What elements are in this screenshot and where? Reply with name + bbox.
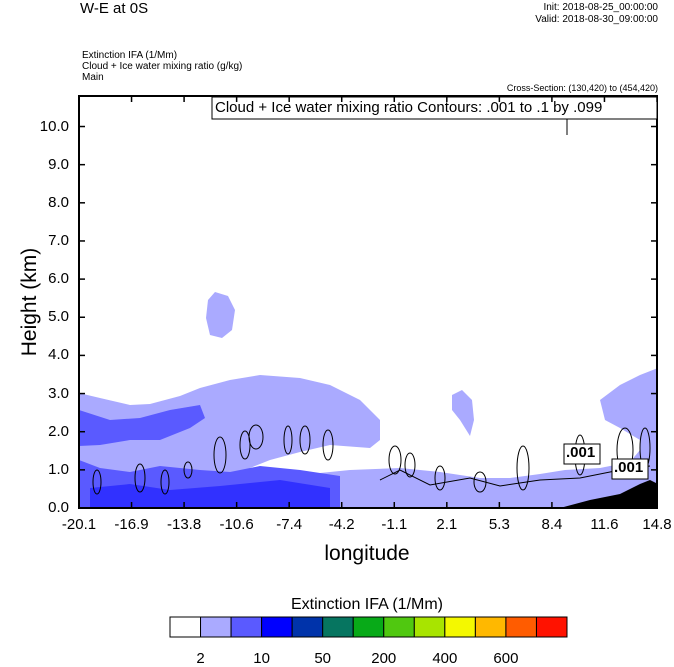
- x-tick-label: -4.2: [328, 516, 355, 533]
- terrain: [560, 480, 657, 508]
- contour-label: .001: [566, 444, 596, 461]
- colorbar-swatch: [505, 616, 537, 638]
- fill-light-upper: [206, 292, 235, 338]
- cross-section-label: Cross-Section: (130,420) to (454,420): [506, 83, 658, 93]
- y-tick-label: 9.0: [48, 155, 69, 173]
- contour-info: Cloud + Ice water mixing ratio Contours:…: [215, 99, 603, 116]
- colorbar-swatch: [200, 616, 232, 638]
- colorbar-label: 600: [493, 650, 519, 667]
- colorbar-swatch: [291, 616, 324, 638]
- init-time: Init: 2018-08-25_00:00:00: [543, 2, 658, 13]
- chart-title: W-E at 0S: [80, 0, 149, 17]
- colorbar-swatch: [352, 616, 385, 638]
- x-tick-label: -10.6: [219, 516, 254, 533]
- colorbar-label: 200: [371, 650, 397, 667]
- x-tick-label: 5.3: [488, 516, 510, 533]
- y-tick-label: 4.0: [48, 346, 69, 364]
- axes: [78, 96, 658, 509]
- colorbar-swatch: [230, 616, 263, 638]
- fill-level-blue: [90, 480, 330, 508]
- subtitle-main: Main: [82, 72, 104, 83]
- x-tick-label: -1.1: [381, 516, 408, 533]
- fill-light-patch: [452, 390, 474, 436]
- y-tick-label: 5.0: [48, 308, 69, 326]
- x-tick-label: 2.1: [436, 516, 458, 533]
- colorbar-swatch: [444, 616, 476, 638]
- y-tick-label: 3.0: [48, 384, 69, 402]
- plot-frame: [78, 95, 658, 509]
- colorbar-swatch: [261, 616, 293, 638]
- y-tick-label: 2.0: [48, 422, 69, 440]
- colorbar-title: Extinction IFA (1/Mm): [290, 596, 444, 613]
- x-tick-label: 11.6: [590, 516, 619, 533]
- x-tick-label: -16.9: [114, 516, 149, 533]
- subtitle-cloud: Cloud + Ice water mixing ratio (g/kg): [82, 61, 243, 72]
- contours: [92, 118, 651, 495]
- subtitle-extinction: Extinction IFA (1/Mm): [82, 50, 178, 61]
- colorbar-label: 2: [196, 650, 205, 667]
- contour-label-boxes: [563, 443, 649, 480]
- fill-level-medium: [79, 405, 340, 508]
- fill-light-right: [600, 368, 657, 440]
- colorbar-swatch: [322, 616, 354, 638]
- x-tick-label: 8.4: [541, 516, 563, 533]
- colorbar-label: 10: [253, 650, 270, 667]
- y-tick-label: 7.0: [48, 231, 69, 249]
- y-axis-label: Height (km): [18, 247, 41, 357]
- colorbar: [169, 616, 568, 638]
- colorbar-swatch: [169, 616, 202, 638]
- y-tick-label: 8.0: [48, 193, 69, 211]
- y-tick-label: 1.0: [48, 460, 69, 478]
- extinction-field: [79, 292, 657, 508]
- y-tick-label: 0.0: [48, 499, 69, 516]
- colorbar-label: 50: [314, 650, 332, 667]
- y-tick-label: 6.0: [48, 270, 69, 288]
- x-tick-label: -7.4: [276, 516, 303, 533]
- valid-time: Valid: 2018-08-30_09:00:00: [535, 14, 658, 25]
- colorbar-swatch: [535, 616, 568, 638]
- colorbar-swatch: [474, 616, 507, 638]
- colorbar-label: 400: [432, 650, 458, 667]
- colorbar-swatch: [383, 616, 415, 638]
- y-tick-label: 10.0: [39, 117, 69, 135]
- x-tick-label: -20.1: [61, 516, 97, 533]
- colorbar-swatch: [413, 616, 446, 638]
- x-tick-label: -13.8: [166, 516, 202, 533]
- x-axis-label: longitude: [324, 542, 410, 565]
- contour-label: .001: [614, 459, 644, 476]
- x-tick-label: 14.8: [642, 516, 672, 533]
- contour-info-box: [211, 96, 658, 120]
